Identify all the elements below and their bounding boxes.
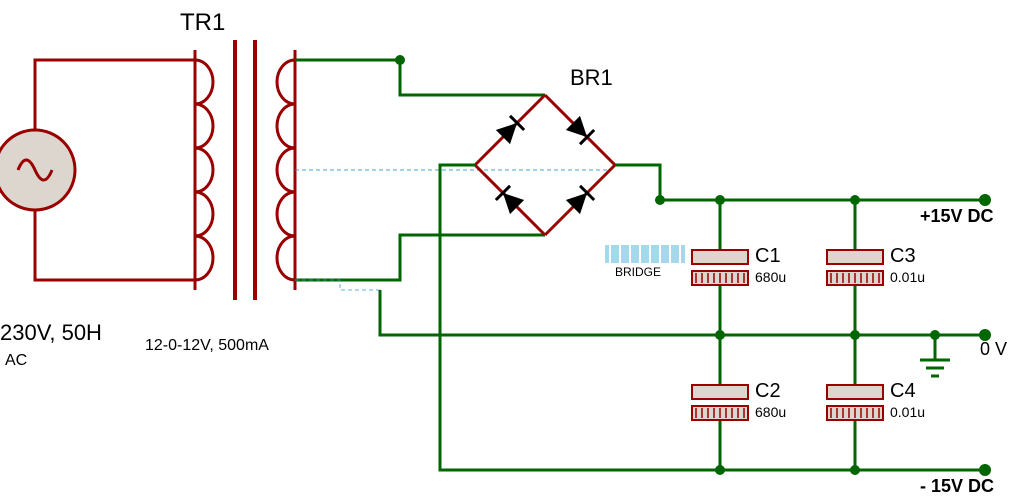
transformer-spec-label: 12-0-12V, 500mA [145, 337, 269, 354]
bridge-text-block [605, 245, 685, 263]
c1-val-label: 680u [755, 269, 786, 285]
out-neg-label: - 15V DC [920, 476, 994, 496]
source-type-label: AC [5, 352, 27, 369]
transformer-primary-coil [195, 60, 213, 280]
out-pos-label: +15V DC [920, 206, 994, 226]
out-zero-label: 0 V [980, 339, 1007, 359]
ground-icon [920, 335, 950, 376]
transformer-secondary-coil [277, 60, 295, 280]
ac-source-icon [0, 130, 75, 210]
c1-ref-label: C1 [755, 245, 781, 267]
source-voltage-label: 230V, 50H [0, 320, 102, 345]
capacitor-c1 [692, 200, 748, 335]
c3-ref-label: C3 [890, 245, 916, 267]
c4-ref-label: C4 [890, 380, 916, 402]
bridge-rectifier [475, 95, 615, 235]
bridge-text-label: BRIDGE [615, 265, 661, 279]
bridge-ref-label: BR1 [570, 65, 613, 90]
capacitor-c2 [692, 335, 748, 470]
capacitor-c3 [827, 200, 883, 335]
dual-supply-schematic: 230V, 50H AC TR1 12-0-12V, 500mA BR1 BRI… [0, 0, 1024, 501]
c3-val-label: 0.01u [890, 269, 925, 285]
c2-val-label: 680u [755, 404, 786, 420]
capacitor-c4 [827, 335, 883, 470]
c2-ref-label: C2 [755, 380, 781, 402]
c4-val-label: 0.01u [890, 404, 925, 420]
transformer-ref-label: TR1 [180, 9, 225, 36]
